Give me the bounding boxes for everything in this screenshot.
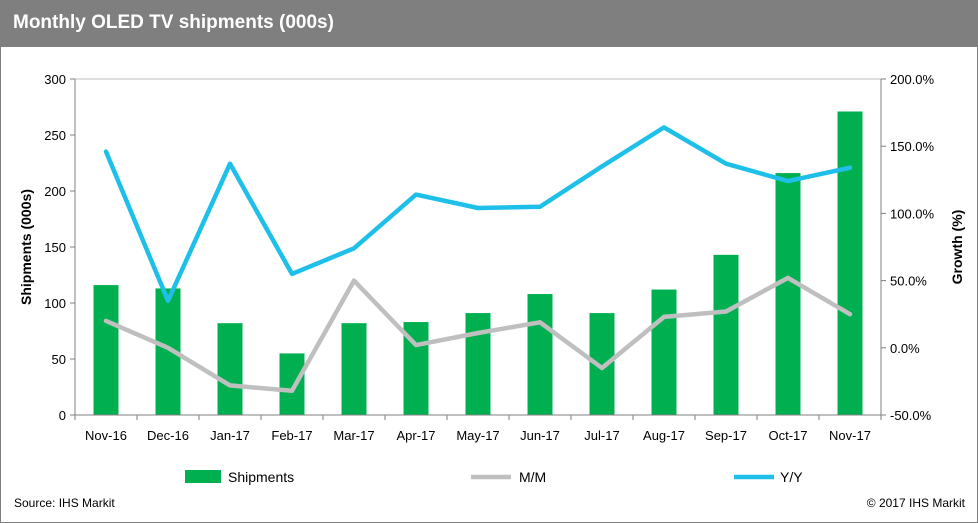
axes: 0 50 100 150 200 250 300 -50.0% 0.0% 50.0% 100.0% 1… xyxy=(18,72,965,443)
shipments-bars xyxy=(93,111,863,415)
right-tick-label: 150.0% xyxy=(890,139,935,154)
left-tick-label: 100 xyxy=(44,296,66,311)
left-tick-label: 150 xyxy=(44,240,66,255)
x-tick-label: Jun-17 xyxy=(520,428,560,443)
right-tick-label: 200.0% xyxy=(890,72,935,87)
legend-label-shipments: Shipments xyxy=(228,469,294,485)
growth-lines xyxy=(103,125,853,394)
bar-jun-17 xyxy=(527,294,553,415)
bar-mar-17 xyxy=(341,323,367,415)
bar-nov-16 xyxy=(93,285,119,415)
yy-growth-line xyxy=(103,125,853,304)
x-tick-label: Nov-16 xyxy=(85,428,127,443)
bar-sep-17 xyxy=(713,254,739,415)
legend-label-yy: Y/Y xyxy=(780,469,803,485)
bar-nov-17 xyxy=(837,111,863,415)
mm-growth-line xyxy=(103,275,853,394)
right-tick-label: -50.0% xyxy=(890,408,932,423)
legend-swatch-shipments xyxy=(185,470,221,483)
bar-oct-17 xyxy=(775,173,801,415)
left-axis-title: Shipments (000s) xyxy=(18,189,34,305)
x-tick-label: Nov-17 xyxy=(829,428,871,443)
title-bar: Monthly OLED TV shipments (000s) xyxy=(1,1,977,47)
x-tick-label: May-17 xyxy=(456,428,499,443)
x-tick-label: Jul-17 xyxy=(584,428,619,443)
left-tick-label: 250 xyxy=(44,128,66,143)
legend-label-mm: M/M xyxy=(519,469,546,485)
bar-feb-17 xyxy=(279,353,305,415)
oled-shipments-chart: 0 50 100 150 200 250 300 -50.0% 0.0% 50.0% 100.0% 1… xyxy=(18,72,965,485)
chart-title: Monthly OLED TV shipments (000s) xyxy=(13,12,334,33)
bar-may-17 xyxy=(465,313,491,415)
x-tick-label: Aug-17 xyxy=(643,428,685,443)
x-tick-label: Dec-16 xyxy=(147,428,189,443)
left-tick-label: 300 xyxy=(44,72,66,87)
left-tick-label: 50 xyxy=(52,352,66,367)
copyright-note: © 2017 IHS Markit xyxy=(866,496,965,510)
x-tick-label: Oct-17 xyxy=(768,428,807,443)
x-tick-label: Sep-17 xyxy=(705,428,747,443)
left-tick-label: 200 xyxy=(44,184,66,199)
legend: Shipments M/M Y/Y xyxy=(185,469,803,485)
bar-aug-17 xyxy=(651,289,677,415)
source-note: Source: IHS Markit xyxy=(14,496,115,510)
x-tick-label: Mar-17 xyxy=(333,428,374,443)
right-tick-label: 0.0% xyxy=(890,341,920,356)
x-tick-label: Jan-17 xyxy=(210,428,250,443)
x-tick-label: Apr-17 xyxy=(396,428,435,443)
right-tick-label: 100.0% xyxy=(890,206,935,221)
bar-jan-17 xyxy=(217,323,243,415)
right-tick-label: 50.0% xyxy=(890,274,927,289)
right-axis-title: Growth (%) xyxy=(949,210,965,285)
x-tick-label: Feb-17 xyxy=(271,428,312,443)
left-tick-label: 0 xyxy=(59,408,66,423)
